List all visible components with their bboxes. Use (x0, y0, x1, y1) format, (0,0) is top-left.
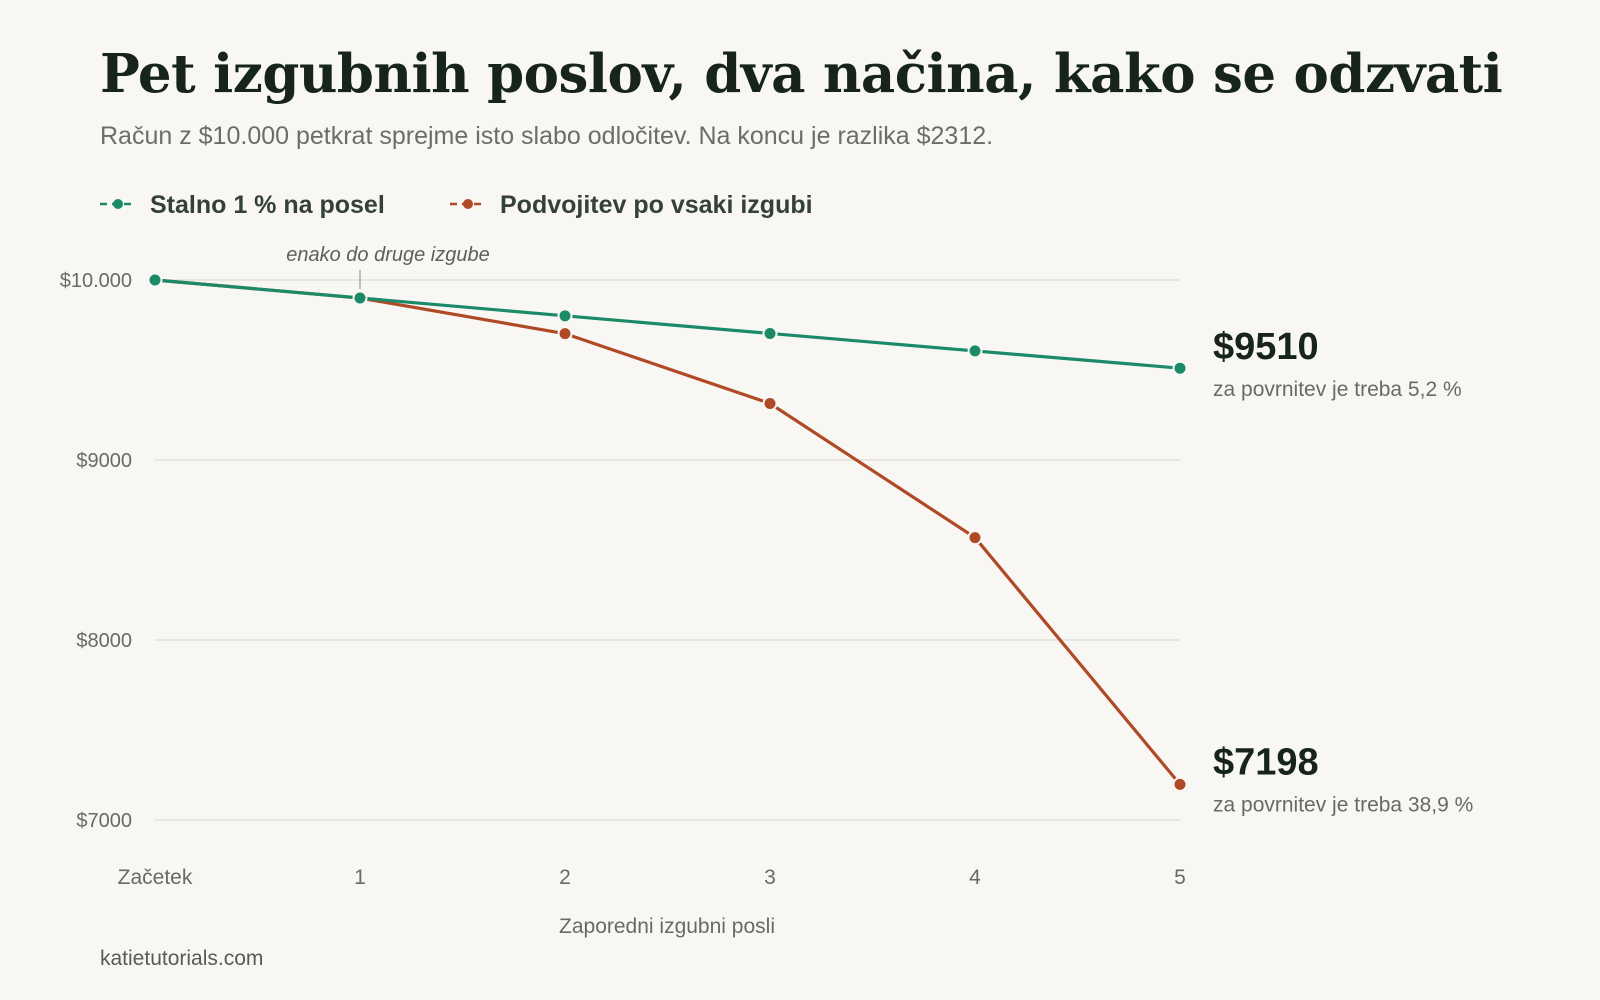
x-tick-label: 2 (559, 866, 571, 889)
data-point (557, 326, 573, 342)
data-point (762, 395, 778, 411)
chart-title: Pet izgubnih poslov, dva načina, kako se… (100, 43, 1503, 105)
data-point (762, 325, 778, 341)
y-tick-label: $7000 (76, 810, 132, 832)
y-tick-label: $10.000 (60, 270, 132, 292)
x-tick-label: 5 (1174, 866, 1186, 889)
x-tick-label: 3 (764, 866, 776, 889)
x-tick-label: 4 (969, 866, 981, 889)
end-labels: $9510 za povrnitev je treba 5,2 % $7198 za … (1213, 326, 1473, 816)
gridlines (155, 279, 1180, 821)
y-axis: $10.000 $9000 $8000 $7000 (60, 270, 132, 832)
data-point (352, 290, 368, 306)
x-axis-title: Zaporedni izgubni posli (559, 915, 775, 938)
end-note-label: za povrnitev je treba 38,9 % (1213, 793, 1473, 816)
chart-annotation: enako do druge izgube (286, 244, 490, 289)
source-label: katietutorials.com (100, 947, 263, 970)
data-point (557, 308, 573, 324)
legend-swatch-dot (463, 199, 473, 209)
y-tick-label: $8000 (76, 630, 132, 652)
data-point (967, 343, 983, 359)
series-2 (147, 272, 1188, 792)
x-axis: Začetek 1 2 3 4 5 (118, 866, 1186, 889)
chart-legend: Stalno 1 % na posel Podvojitev po vsaki i… (100, 191, 813, 219)
end-value-label: $9510 (1213, 326, 1319, 368)
data-point (147, 272, 163, 288)
y-tick-label: $9000 (76, 450, 132, 472)
annotation-text: enako do druge izgube (286, 244, 490, 266)
chart-subtitle: Račun z $10.000 petkrat sprejme isto sla… (100, 122, 994, 150)
data-point (1172, 776, 1188, 792)
data-point (967, 530, 983, 546)
end-note-label: za povrnitev je treba 5,2 % (1213, 378, 1462, 401)
x-tick-label: Začetek (118, 866, 193, 889)
data-point (1172, 360, 1188, 376)
end-value-label: $7198 (1213, 741, 1319, 783)
legend-label: Stalno 1 % na posel (150, 191, 385, 219)
series-line (153, 278, 1182, 370)
series-1 (147, 272, 1188, 376)
legend-swatch-dot (113, 199, 123, 209)
legend-item: Stalno 1 % na posel (100, 191, 385, 219)
x-tick-label: 1 (354, 866, 366, 889)
legend-item: Podvojitev po vsaki izgubi (450, 191, 813, 219)
series-group (147, 272, 1188, 792)
legend-label: Podvojitev po vsaki izgubi (500, 191, 813, 219)
